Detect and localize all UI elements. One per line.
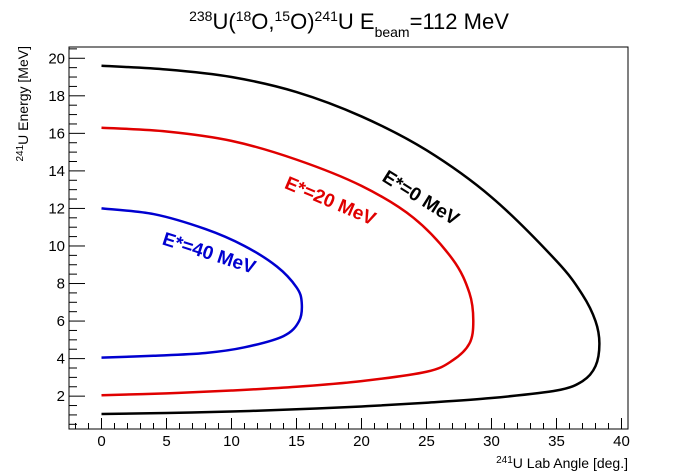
x-tick-label: 5 xyxy=(162,433,170,450)
title-part: O, xyxy=(251,9,274,34)
x-tick-label: 20 xyxy=(353,433,370,450)
title-part: =112 MeV xyxy=(410,9,510,34)
axis-label-text: U Lab Angle [deg.] xyxy=(513,455,628,471)
x-tick-label: 40 xyxy=(613,433,630,450)
x-tick-label: 10 xyxy=(223,433,240,450)
title-part: U( xyxy=(212,9,236,34)
y-tick-label: 2 xyxy=(57,388,65,405)
y-tick-label: 12 xyxy=(48,200,65,217)
title-part: 15 xyxy=(275,8,291,24)
y-tick-label: 10 xyxy=(48,238,65,255)
axis-label-text: U Energy [MeV] xyxy=(15,46,31,145)
x-tick-label: 35 xyxy=(548,433,565,450)
title-part: U E xyxy=(338,9,375,34)
x-tick-label: 15 xyxy=(288,433,305,450)
curve-annotation-2: E*=20 MeV xyxy=(282,173,379,230)
y-tick-label: 14 xyxy=(48,163,65,180)
curve-annotation-1: E*=0 MeV xyxy=(378,167,462,231)
axis-label-sup: 241 xyxy=(15,144,26,161)
title-part: 238 xyxy=(189,8,213,24)
axis-ticks xyxy=(69,48,622,429)
series-line-1 xyxy=(101,64,601,416)
axis-label-sup: 241 xyxy=(496,455,513,466)
x-tick-label: 25 xyxy=(418,433,435,450)
title-part: beam xyxy=(375,24,410,40)
title-part: O) xyxy=(290,9,314,34)
y-tick-label: 6 xyxy=(57,313,65,330)
series-line-3 xyxy=(101,207,304,359)
y-tick-label: 18 xyxy=(48,88,65,105)
series-line-2 xyxy=(101,126,475,397)
x-tick-label: 0 xyxy=(97,433,105,450)
title-part: 241 xyxy=(315,8,339,24)
chart-title: 238U(18O,15O)241U Ebeam=112 MeV xyxy=(189,8,509,40)
x-axis-label: 241U Lab Angle [deg.] xyxy=(496,455,628,472)
y-tick-label: 16 xyxy=(48,125,65,142)
y-tick-label: 8 xyxy=(57,276,65,293)
x-tick-label: 30 xyxy=(483,433,500,450)
plot-frame xyxy=(68,46,629,430)
y-tick-label: 4 xyxy=(57,351,65,368)
series-curves xyxy=(101,64,601,416)
y-tick-label: 20 xyxy=(48,50,65,67)
title-part: 18 xyxy=(236,8,252,24)
y-axis-label: 241U Energy [MeV] xyxy=(15,46,32,162)
tick-labels: 0 5 10 15 20 25 30 35 40 2 4 6 8 10 12 14 16 18 20 xyxy=(48,50,630,450)
curve-annotation-3: E*=40 MeV xyxy=(160,229,259,279)
